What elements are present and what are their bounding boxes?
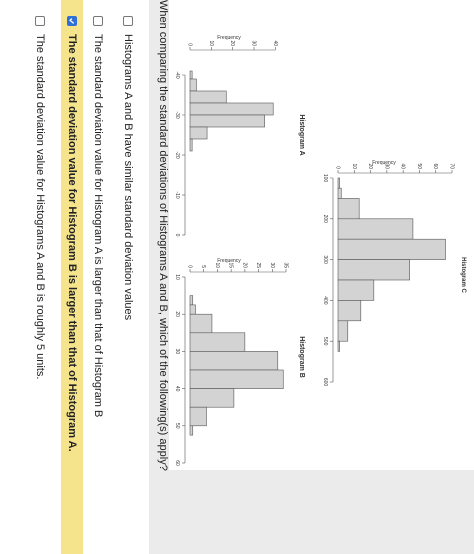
histogram-bar — [189, 70, 193, 80]
option-label: The standard deviation value for Histogr… — [92, 34, 104, 418]
y-tick-label: 0 — [187, 265, 193, 268]
x-tick-label: 0 — [174, 234, 180, 237]
x-tick-label: 40 — [174, 386, 180, 392]
histogram-c-y-axis: 0 10 20 30 40 50 60 70 — [335, 163, 455, 174]
y-tick-label: 5 — [200, 265, 206, 268]
x-tick-label: 100 — [322, 174, 328, 183]
histogram-bar — [189, 138, 193, 152]
option-a-larger[interactable]: The standard deviation value for Histogr… — [87, 0, 109, 554]
histogram-b-title: Histogram B — [298, 336, 305, 378]
x-tick-label: -10 — [174, 191, 180, 198]
histogram-bar — [189, 369, 284, 389]
checkbox[interactable] — [35, 16, 45, 26]
histogram-bar — [337, 187, 342, 199]
histogram-c-bars — [337, 177, 446, 352]
x-tick-label: 500 — [322, 337, 328, 346]
y-tick-label: 50 — [416, 163, 422, 169]
histogram-bar — [189, 295, 194, 306]
y-tick-label: 0 — [187, 43, 193, 46]
option-label: Histograms A and B have similar standard… — [122, 34, 134, 321]
histogram-b-ylabel: Frequency — [217, 258, 241, 264]
histogram-b-bars — [189, 295, 284, 436]
x-tick-label: 60 — [174, 460, 180, 466]
histogram-a-chart: Histogram A Frequency -40 -30 -20 -10 0 0 10 2… — [174, 35, 305, 237]
checkbox-checked[interactable] — [67, 16, 77, 26]
y-tick-label: 40 — [400, 163, 406, 169]
x-tick-label: -20 — [174, 151, 180, 158]
checkbox[interactable] — [123, 16, 133, 26]
option-label: The standard deviation value for Histogr… — [66, 34, 78, 452]
histogram-bar — [337, 320, 349, 342]
x-tick-label: 20 — [174, 311, 180, 317]
histogram-bar — [337, 218, 414, 240]
y-tick-label: 30 — [269, 262, 275, 268]
y-tick-label: 35 — [283, 262, 289, 268]
x-tick-label: -40 — [174, 71, 180, 78]
histogram-bar — [337, 300, 362, 322]
x-tick-label: -30 — [174, 111, 180, 118]
histogram-bar — [189, 406, 207, 427]
y-tick-label: 20 — [367, 163, 373, 169]
histogram-a-title: Histogram A — [298, 114, 305, 155]
y-tick-label: 25 — [255, 262, 261, 268]
histogram-a-x-axis: -40 -30 -20 -10 0 — [174, 71, 186, 237]
histogram-bar — [337, 238, 446, 260]
histogram-b-x-axis: 10 20 30 40 50 60 — [174, 274, 186, 466]
histogram-c-title: Histogram C — [460, 257, 466, 293]
y-tick-label: 30 — [383, 163, 389, 169]
histogram-bar — [189, 90, 227, 104]
histogram-bar — [189, 78, 197, 92]
y-tick-label: 70 — [449, 163, 455, 169]
histogram-c-ylabel: Frequency — [372, 160, 396, 166]
option-b-larger[interactable]: The standard deviation value for Histogr… — [61, 0, 83, 554]
histogram-bar — [189, 304, 196, 315]
y-tick-label: 15 — [228, 262, 234, 268]
histogram-bar — [189, 351, 279, 371]
histogram-bar — [189, 425, 194, 436]
option-roughly-5-units[interactable]: The standard deviation value for Histogr… — [29, 0, 51, 554]
y-tick-label: 0 — [335, 166, 341, 169]
checkbox[interactable] — [93, 16, 103, 26]
histogram-c-x-axis: 100 200 300 400 500 600 — [322, 174, 334, 387]
histogram-bar — [337, 177, 340, 189]
histogram-bar — [189, 114, 265, 128]
question-text: When comparing the standard deviations o… — [157, 0, 169, 471]
histogram-bar — [189, 102, 274, 116]
histogram-a-bars — [189, 70, 274, 152]
y-tick-label: 60 — [432, 163, 438, 169]
y-tick-label: 20 — [229, 40, 235, 46]
histogram-bar — [189, 388, 235, 408]
histogram-bar — [337, 279, 375, 301]
histogram-bar — [337, 259, 410, 281]
histogram-a-ylabel: Frequency — [217, 35, 241, 41]
x-tick-label: 50 — [174, 423, 180, 429]
x-tick-label: 200 — [322, 215, 328, 224]
y-tick-label: 30 — [251, 40, 257, 46]
x-tick-label: 300 — [322, 255, 328, 264]
checkmark-icon — [69, 18, 75, 24]
option-similar-sd[interactable]: Histograms A and B have similar standard… — [117, 0, 139, 554]
x-tick-label: 400 — [322, 296, 328, 305]
histogram-bar — [189, 332, 246, 352]
y-tick-label: 10 — [214, 262, 220, 268]
histogram-bar — [189, 126, 208, 140]
histogram-a-y-axis: 0 10 20 30 40 — [187, 40, 278, 51]
histogram-c-chart: Histogram C Frequency 100200300400500600… — [322, 160, 466, 387]
y-tick-label: 10 — [351, 163, 357, 169]
histogram-bar — [189, 313, 213, 334]
y-tick-label: 10 — [208, 40, 214, 46]
x-tick-label: 30 — [174, 349, 180, 355]
histogram-figure: Histogram A Frequency -40 -30 -20 -10 0 0 10 2… — [169, 0, 474, 470]
y-tick-label: 40 — [272, 40, 278, 46]
x-tick-label: 10 — [174, 274, 180, 280]
histogram-b-y-axis: 0 5 10 15 20 25 30 35 — [187, 262, 289, 273]
option-label: The standard deviation value for Histogr… — [34, 34, 46, 380]
histogram-bar — [337, 198, 360, 220]
y-tick-label: 20 — [241, 262, 247, 268]
x-tick-label: 600 — [322, 378, 328, 387]
histogram-bar — [337, 340, 340, 352]
